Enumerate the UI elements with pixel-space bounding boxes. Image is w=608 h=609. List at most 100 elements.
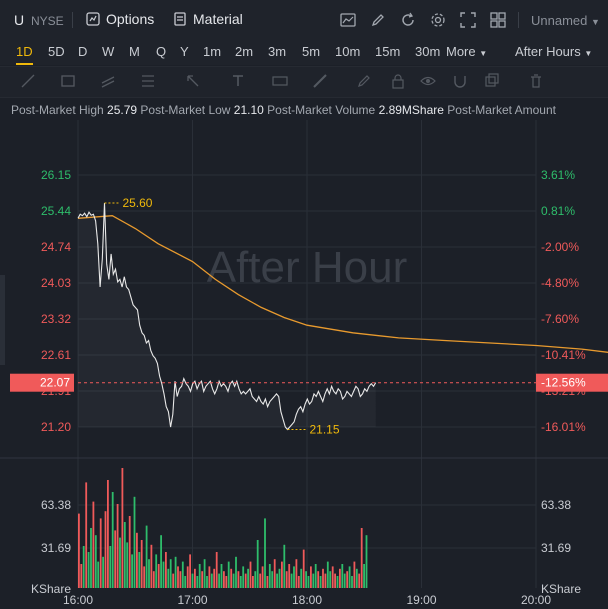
trend-line-icon[interactable] [20,73,36,89]
magnet-icon[interactable] [452,73,468,89]
volume-bar [152,571,155,588]
timeframe-w[interactable]: W [102,44,115,59]
ruler-icon[interactable] [312,73,328,89]
chart-type-icon[interactable] [340,12,356,28]
volume-unit-label-right: KShare [541,582,581,596]
volume-bar [358,573,361,588]
material-button[interactable]: Material [173,11,243,27]
timeframe-2m[interactable]: 2m [235,44,254,59]
volume-bar [290,573,293,588]
volume-bar [203,559,206,588]
refresh-icon[interactable] [400,12,416,28]
timeframe-10m[interactable]: 10m [335,44,361,59]
volume-bar [116,504,119,588]
pen-icon[interactable] [356,73,372,89]
volume-bar [302,549,305,588]
trash-icon[interactable] [528,73,544,89]
volume-bar [363,564,365,588]
symbol-label[interactable]: U [14,12,25,28]
timeframe-y[interactable]: Y [180,44,189,59]
volume-bar [194,568,196,588]
volume-bar [319,576,322,588]
volume-bar [295,559,298,588]
lock-icon[interactable] [390,73,406,89]
volume-bar [343,573,346,588]
timeframe-5d[interactable]: 5D [48,44,65,59]
edit-icon[interactable] [370,12,386,28]
layout-name-dropdown[interactable]: Unnamed ▼ [531,13,600,28]
volume-bar [196,576,199,588]
volume-bar [334,573,336,588]
volume-bar [276,573,278,588]
volume-bar [104,511,107,588]
volume-bar [123,522,126,588]
price-chart[interactable]: After Hour 26.15 25.44 24.74 24.03 23.32 22.61… [0,120,608,609]
parallel-lines-icon[interactable] [100,73,116,89]
options-button[interactable]: Options [86,11,154,27]
timeframe-15m[interactable]: 15m [375,44,401,59]
layers-icon[interactable] [484,73,500,89]
volume-bar [94,535,97,588]
volume-bar [213,568,216,588]
post-market-low-label: Post-Market Low [140,103,231,117]
measure-icon[interactable] [272,73,288,89]
timeframe-1d[interactable]: 1D [16,44,33,65]
volume-bar [242,566,245,588]
volume-bar [339,568,341,588]
volume-bar [99,518,102,588]
volume-bar [278,568,281,588]
more-timeframes-dropdown[interactable]: More ▼ [446,44,487,59]
session-label: After Hours [515,44,581,59]
volume-bar [227,561,230,588]
volume-bar [160,535,162,588]
volume-bar [310,566,312,588]
timeframe-m[interactable]: M [129,44,140,59]
eye-icon[interactable] [420,73,436,89]
time-tick-label: 19:00 [406,593,436,607]
document-icon [174,12,186,26]
rectangle-icon[interactable] [60,73,76,89]
volume-bar [177,566,179,588]
timeframe-d[interactable]: D [78,44,88,59]
timeframe-1m[interactable]: 1m [203,44,222,59]
separator [518,12,519,28]
volume-bar [128,516,131,588]
price-tick-label: 22.61 [41,348,71,362]
gear-icon[interactable] [430,12,446,28]
time-tick-label: 16:00 [63,593,93,607]
volume-bar [223,571,225,588]
volume-bar [189,554,191,588]
text-tool-icon[interactable] [230,73,246,89]
volume-bar [126,542,129,588]
volume-tick-label: 63.38 [41,498,71,512]
layout-grid-icon[interactable] [490,12,506,28]
volume-bar [326,561,329,588]
volume-bar [186,566,189,588]
timeframe-q[interactable]: Q [156,44,167,59]
volume-bar [136,532,138,588]
volume-bar [353,561,356,588]
volume-bar [218,573,220,588]
volume-bar [244,573,247,588]
time-tick-label: 20:00 [521,593,551,607]
fibonacci-icon[interactable] [140,73,156,89]
volume-tick-label: 31.69 [41,541,71,555]
low-marker-label: 21.15 [309,423,339,437]
timeframe-5m[interactable]: 5m [302,44,321,59]
session-dropdown[interactable]: After Hours ▼ [515,44,592,59]
volume-bar [283,544,286,588]
volume-bar [285,571,288,588]
arrow-icon[interactable] [185,73,201,89]
post-market-high-label: Post-Market High [11,103,104,117]
volume-bar [150,544,153,588]
volume-bar [148,559,150,588]
fullscreen-icon[interactable] [460,12,476,28]
timeframe-3m[interactable]: 3m [268,44,287,59]
percent-tick-label: -10.41% [541,348,586,362]
percent-tick-label: -16.01% [541,420,586,434]
volume-bar [355,568,358,588]
current-percent-value: -12.56% [541,376,586,390]
price-tick-label: 25.44 [41,204,71,218]
timeframe-30m[interactable]: 30m [415,44,441,59]
options-icon [86,12,100,26]
